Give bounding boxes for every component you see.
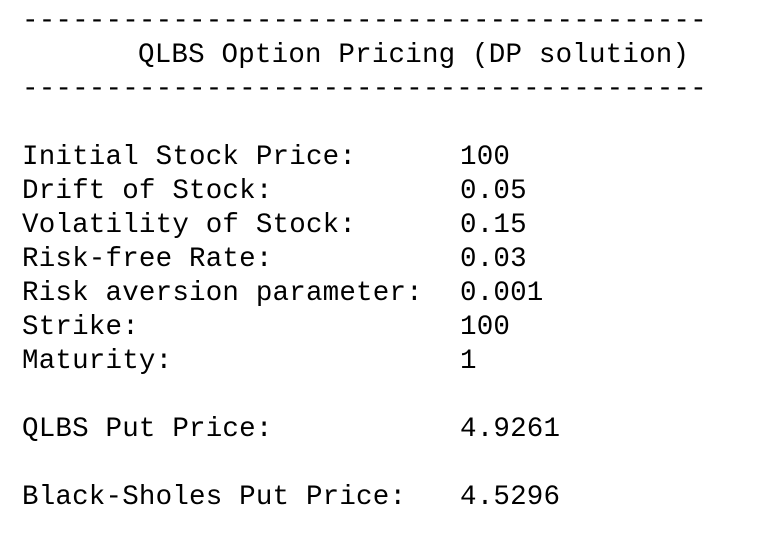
param-row-volatility: Volatility of Stock: 0.15 (22, 209, 752, 243)
param-value: 0.03 (460, 244, 527, 275)
param-value: 1 (460, 346, 477, 377)
divider-top: ----------------------------------------… (22, 6, 707, 37)
param-label: Initial Stock Price: (22, 142, 357, 173)
blank-line (22, 379, 752, 413)
blank-line (22, 447, 752, 481)
param-row-initial-stock-price: Initial Stock Price: 100 (22, 141, 752, 175)
result-value: 4.5296 (460, 482, 561, 513)
param-value: 0.05 (460, 176, 527, 207)
param-label: Maturity: (22, 346, 173, 377)
param-value: 100 (460, 142, 511, 173)
result-row-qlbs-put: QLBS Put Price: 4.9261 (22, 413, 752, 447)
result-row-black-scholes-put: Black-Sholes Put Price: 4.5296 (22, 481, 752, 515)
param-value: 100 (460, 312, 511, 343)
param-label: Risk aversion parameter: (22, 278, 423, 309)
blank-line (22, 107, 752, 141)
param-row-risk-aversion: Risk aversion parameter: 0.001 (22, 277, 752, 311)
output-title: QLBS Option Pricing (DP solution) (138, 40, 690, 71)
param-label: Drift of Stock: (22, 176, 273, 207)
param-row-maturity: Maturity: 1 (22, 345, 752, 379)
param-row-risk-free-rate: Risk-free Rate: 0.03 (22, 243, 752, 277)
param-row-drift: Drift of Stock: 0.05 (22, 175, 752, 209)
param-label: Volatility of Stock: (22, 210, 357, 241)
param-value: 0.001 (460, 278, 544, 309)
result-label: QLBS Put Price: (22, 414, 273, 445)
console-output: ----------------------------------------… (22, 5, 752, 515)
param-label: Strike: (22, 312, 139, 343)
param-value: 0.15 (460, 210, 527, 241)
divider-bottom: ----------------------------------------… (22, 74, 707, 105)
param-row-strike: Strike: 100 (22, 311, 752, 345)
result-label: Black-Sholes Put Price: (22, 482, 407, 513)
result-value: 4.9261 (460, 414, 561, 445)
param-label: Risk-free Rate: (22, 244, 273, 275)
